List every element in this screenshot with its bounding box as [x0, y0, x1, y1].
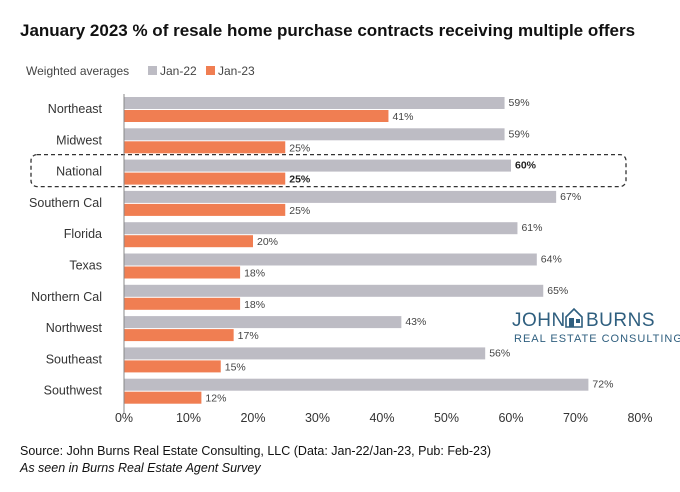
value-label-jan23-southern-cal: 25% [289, 205, 310, 217]
value-label-jan22-midwest: 59% [509, 128, 530, 140]
x-tick-label-60: 60% [498, 411, 523, 425]
x-tick-label-70: 70% [563, 411, 588, 425]
bar-jan23-northern-cal [124, 297, 241, 310]
value-label-jan23-northwest: 17% [238, 330, 259, 342]
x-tick-label-50: 50% [434, 411, 459, 425]
legend-title: Weighted averages [26, 64, 129, 78]
value-label-jan23-national: 25% [289, 174, 311, 186]
logo-name-right: BURNS [586, 310, 655, 331]
bar-jan23-national [124, 172, 286, 185]
legend-label-jan23: Jan-23 [218, 64, 255, 78]
bar-jan23-texas [124, 266, 241, 279]
x-axis: 0% 10% 20% 30% 40% 50% 60% 70% 80% [115, 94, 653, 425]
value-label-jan22-northwest: 43% [405, 316, 426, 328]
value-label-jan23-midwest: 25% [289, 142, 310, 154]
logo-name-left: JOHN [512, 310, 566, 331]
value-label-jan22-texas: 64% [541, 254, 562, 266]
legend-swatch-jan22 [148, 66, 157, 75]
note-line: As seen in Burns Real Estate Agent Surve… [19, 461, 261, 475]
category-label-northeast: Northeast [48, 102, 103, 116]
value-label-jan22-florida: 61% [521, 222, 542, 234]
category-label-southern-cal: Southern Cal [29, 196, 102, 210]
legend-label-jan22: Jan-22 [160, 64, 197, 78]
bar-jan22-northwest [124, 316, 402, 329]
value-label-jan23-texas: 18% [244, 268, 265, 280]
source-line: Source: John Burns Real Estate Consultin… [20, 444, 491, 458]
house-icon [565, 307, 583, 328]
value-label-jan22-southeast: 56% [489, 347, 510, 359]
bar-jan23-southeast [124, 360, 221, 373]
category-label-northern-cal: Northern Cal [31, 290, 102, 304]
legend-swatch-jan23 [206, 66, 215, 75]
bar-jan23-southwest [124, 391, 202, 404]
x-tick-label-30: 30% [305, 411, 330, 425]
category-label-midwest: Midwest [56, 133, 102, 147]
bar-jan22-national [124, 159, 511, 172]
chart-title: January 2023 % of resale home purchase c… [20, 21, 635, 40]
value-label-jan23-northeast: 41% [392, 111, 413, 123]
company-logo: JOHN BURNS REAL ESTATE CONSULTING [512, 307, 680, 345]
x-tick-label-80: 80% [627, 411, 652, 425]
bar-jan22-midwest [124, 128, 505, 141]
logo-tagline: REAL ESTATE CONSULTING [514, 333, 680, 345]
bar-jan22-northeast [124, 97, 505, 109]
value-label-jan23-northern-cal: 18% [244, 299, 265, 311]
bar-jan23-southern-cal [124, 203, 286, 216]
bar-jan23-florida [124, 235, 253, 248]
category-label-southeast: Southeast [46, 352, 103, 366]
value-label-jan22-southwest: 72% [592, 379, 613, 391]
category-label-national: National [56, 165, 102, 179]
bar-jan22-northern-cal [124, 284, 544, 297]
category-label-northwest: Northwest [46, 321, 103, 335]
x-tick-label-0: 0% [115, 411, 133, 425]
bar-jan23-northwest [124, 329, 234, 342]
bar-jan22-southwest [124, 378, 589, 391]
category-label-texas: Texas [69, 259, 102, 273]
x-tick-label-10: 10% [176, 411, 201, 425]
value-label-jan23-southeast: 15% [225, 361, 246, 373]
bar-jan22-texas [124, 253, 537, 266]
value-label-jan22-northeast: 59% [509, 97, 530, 109]
plot-area: Northeast 59% 41% Midwest 59% 25% National 60% 2… [29, 97, 627, 405]
x-tick-label-40: 40% [369, 411, 394, 425]
value-label-jan22-national: 60% [515, 160, 537, 172]
value-label-jan23-florida: 20% [257, 236, 278, 248]
bar-jan23-northeast [124, 110, 389, 122]
bar-jan22-southern-cal [124, 190, 557, 203]
category-label-florida: Florida [64, 227, 102, 241]
bar-jan22-southeast [124, 347, 486, 360]
category-label-southwest: Southwest [44, 384, 103, 398]
value-label-jan22-southern-cal: 67% [560, 191, 581, 203]
bar-jan22-florida [124, 222, 518, 235]
x-tick-label-20: 20% [240, 411, 265, 425]
bar-jan23-midwest [124, 141, 286, 154]
value-label-jan23-southwest: 12% [205, 393, 226, 405]
value-label-jan22-northern-cal: 65% [547, 285, 568, 297]
legend: Weighted averages Jan-22 Jan-23 [26, 64, 255, 78]
highlight-box-national [30, 153, 627, 188]
